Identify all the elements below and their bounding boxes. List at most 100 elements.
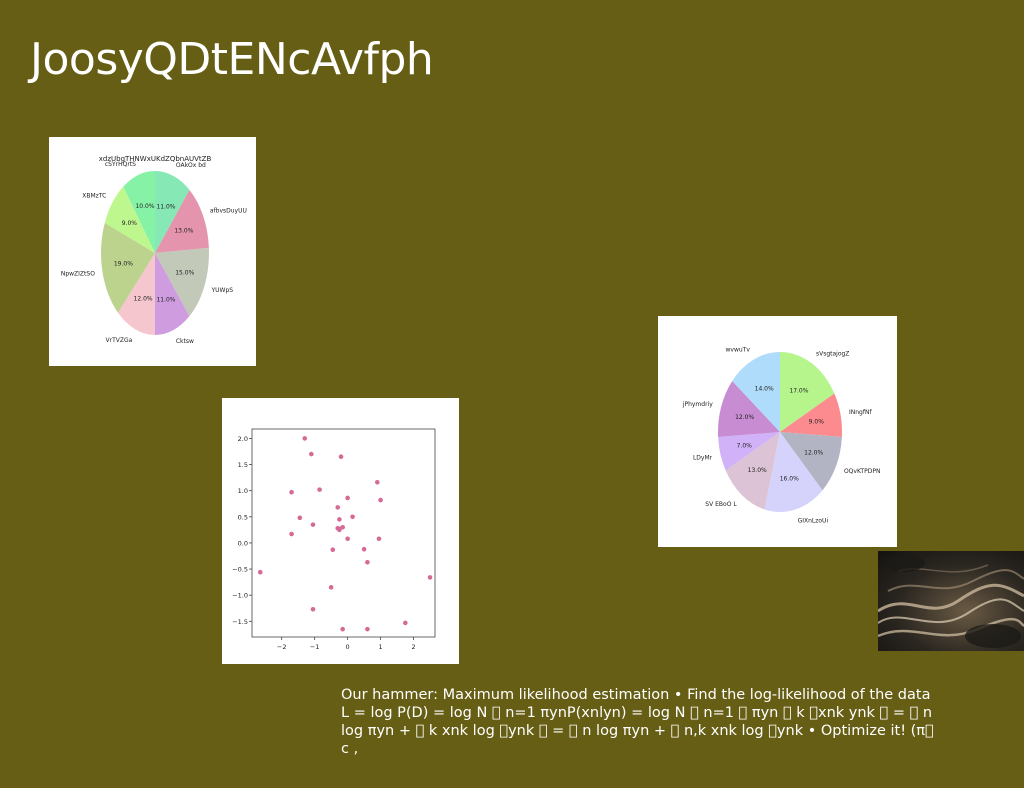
pie-pct-label: 12.0% [134,296,153,303]
scatter-point [310,522,316,527]
x-tick-label: −2 [277,643,287,651]
y-tick-label: 0.5 [238,513,248,521]
pie-pct-label: 13.0% [748,467,767,474]
scatter-point [350,514,355,520]
pie-slice [780,352,835,432]
pie-category-label: SV EBoO L [705,501,737,508]
pie-slice [123,171,155,253]
pie-slice [780,393,842,438]
scatter-point [365,559,370,565]
pie-pct-label: 16.0% [780,475,799,482]
pie-pct-label: 17.0% [789,388,808,395]
scatter-chart-svg: −2 −1 0 1 2 2.0 1.5 1.0 0.5 0.0 −0.5 −1.0 −1.5 [232,428,436,651]
scatter-point [345,495,350,501]
pie-pct-label: 15.0% [175,270,194,277]
y-tick-label: 1.0 [238,487,248,495]
pie-category-label: LDyMr [693,454,713,461]
pie-slice [764,432,823,512]
pie-pct-label: 12.0% [735,414,754,421]
scatter-point [289,531,294,537]
pie-chart-2-svg: 17.0% sVsgtajogZ 9.0% INngfNf 12.0% OQvKTPDPN… [682,346,881,524]
pie-pct-label: 19.0% [114,261,133,268]
pie-slice [155,247,210,317]
scatter-point [376,536,382,542]
pie-category-label: wvwuTv [726,346,751,353]
pie-pct-label: 12.0% [804,449,823,456]
scatter-point [374,480,380,485]
scatter-point [365,626,370,632]
scatter-point [403,620,408,626]
pie-slice [155,171,190,253]
pie-pct-label: 11.0% [156,296,175,303]
pie-category-label: VrTVZGa [106,337,133,344]
pie-category-label: OAkOx bd [176,162,206,169]
pie-slice [104,186,155,253]
pie-slice [718,381,780,438]
pie-pct-label: 7.0% [737,442,753,449]
pie-category-label: NpwZIZtSO [61,270,95,277]
y-tick-label: 2.0 [238,435,248,443]
pie-pct-label: 9.0% [809,419,825,426]
scatter-point [337,526,342,532]
x-tick-label: −1 [310,643,320,651]
pie-pct-label: 9.0% [122,220,138,227]
scatter-point [330,547,336,553]
scatter-point [297,515,303,521]
scatter-point [317,487,322,492]
scatter-point [338,454,344,459]
pie-slice [118,253,155,335]
pie-pct-label: 14.0% [755,386,774,393]
pie-pct-label: 11.0% [156,204,175,211]
scatter-point [289,489,294,495]
pie-chart-1-svg: xdzUbgTHNWxUKdZQbnAUVtZB 11.0% OAkOx bd 13… [61,155,247,345]
scatter-point [310,607,316,612]
scatter-point [378,497,383,503]
scatter-point [335,505,341,510]
slide-body-text: Our hammer: Maximum likelihood estimatio… [341,687,934,757]
y-tick-label: −1.5 [232,618,248,626]
y-tick-label: 1.5 [238,461,248,469]
pie-category-label: afbvsDuyUU [210,208,247,215]
scatter-point [302,436,308,441]
y-tick-label: −1.0 [232,592,248,600]
scatter-point [328,585,334,590]
pie-category-label: sVsgtajogZ [816,351,849,358]
pie-category-label: INngfNf [849,409,872,416]
x-tick-label: 0 [346,643,350,651]
pie-category-label: XBMzTC [82,193,106,200]
pie-category-label: YUWpS [210,287,233,294]
pie-category-label: cSYrHQrtS [105,161,136,168]
scatter-point [309,451,314,457]
pie-category-label: OQvKTPDPN [844,468,880,475]
scatter-point [337,517,342,522]
pie-category-label: Cktsw [176,338,194,345]
pie-slice [725,432,780,510]
pie-slice [780,432,842,491]
scatter-point [340,626,345,632]
pie-chart-1: xdzUbgTHNWxUKdZQbnAUVtZB 11.0% OAkOx bd 13… [49,137,256,366]
x-tick-label: 2 [411,643,415,651]
pie-chart-1-title: xdzUbgTHNWxUKdZQbnAUVtZB [99,155,212,163]
pie-chart-2: 17.0% sVsgtajogZ 9.0% INngfNf 12.0% OQvKTPDPN… [658,316,897,547]
pie-slice [155,189,209,253]
pie-slice [155,253,190,335]
scatter-axes-frame [251,428,436,638]
scatter-point [345,536,350,542]
pie-category-label: GIXnLzoUi [798,517,829,524]
scatter-point [361,546,367,552]
photo-texture [878,554,1024,648]
y-tick-label: 0.0 [238,539,248,547]
water-rocks-photo [878,551,1024,651]
scatter-point [257,569,263,575]
scatter-point [427,575,433,580]
pie-slice [732,352,780,432]
y-tick-label: −0.5 [232,566,248,574]
x-tick-label: 1 [379,643,383,651]
pie-slice [718,432,780,471]
pie-pct-label: 13.0% [174,228,193,235]
pie-category-label: jPhymdriy [682,401,713,408]
slide-title: JoosyQDtENcAvfph [30,34,434,85]
scatter-chart: −2 −1 0 1 2 2.0 1.5 1.0 0.5 0.0 −0.5 −1.0 −1.5 [222,398,459,664]
pie-slice [101,222,155,313]
pie-pct-label: 10.0% [135,203,154,210]
